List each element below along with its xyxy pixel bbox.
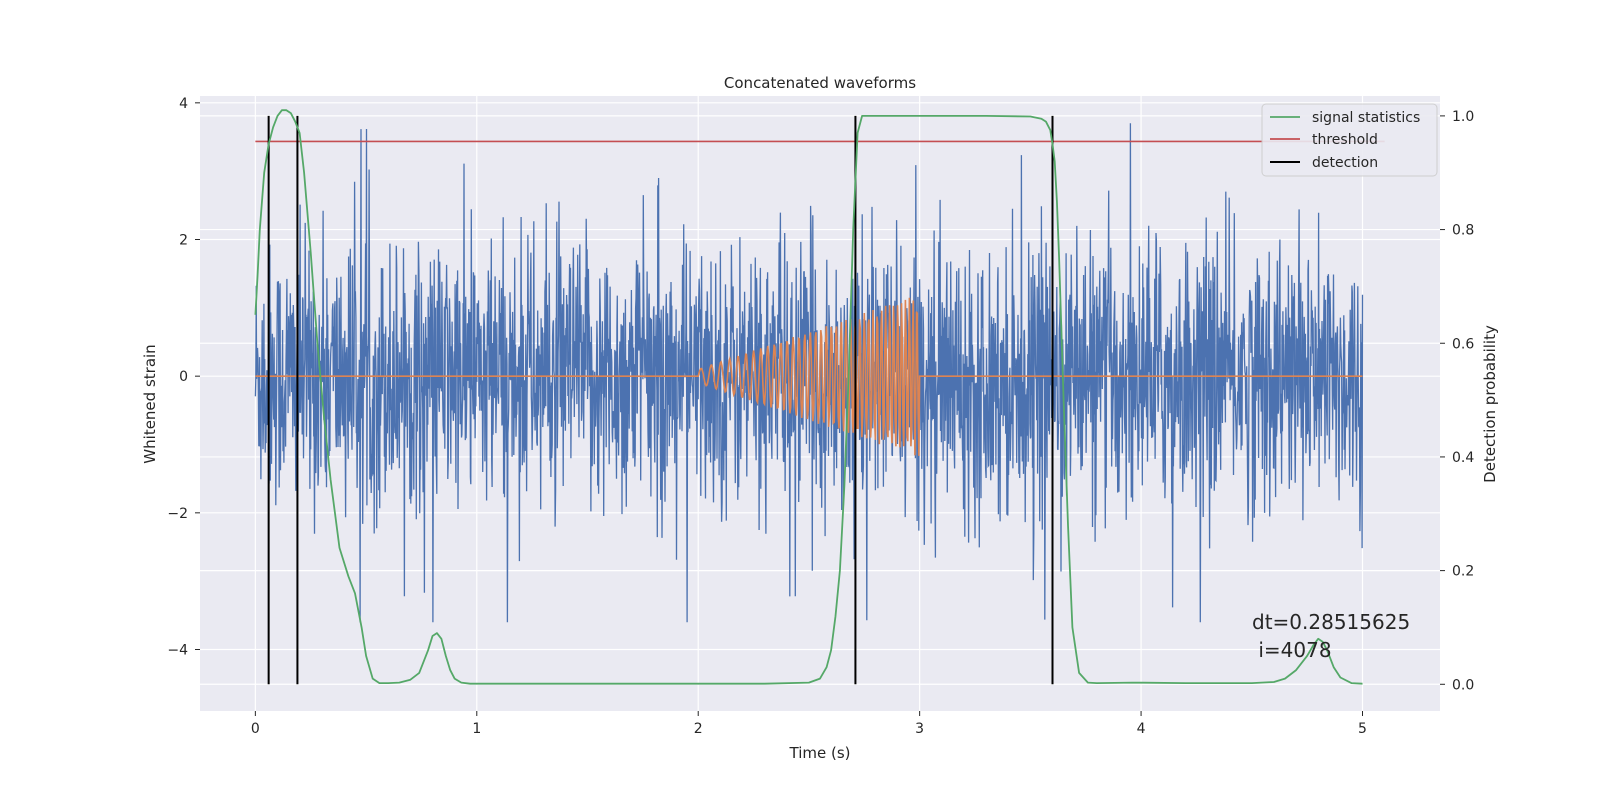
legend-label-signal-statistics: signal statistics [1312,110,1420,126]
x-tick-label: 1 [472,721,481,737]
legend-label-threshold: threshold [1312,132,1378,148]
y-left-tick-label: −4 [167,643,188,659]
y-left-tick-label: 4 [179,96,188,112]
signal-statistics-line [254,109,1363,685]
x-tick-label: 2 [694,721,703,737]
x-axis-label: Time (s) [789,744,851,762]
y-axis-left: −4 −2 0 2 4 [167,96,200,659]
y-left-tick-label: 0 [179,369,188,385]
grid [200,96,1440,711]
annotation-line-2: i=4078 [1252,638,1332,662]
x-tick-label: 4 [1137,721,1146,737]
chart-title: Concatenated waveforms [724,74,916,92]
legend-box [1261,103,1438,177]
plot-series [254,109,1385,685]
x-tick-label: 0 [251,721,260,737]
annotation: dt=0.28515625 i=4078 [1252,610,1410,662]
y-right-tick-label: 0.0 [1452,677,1474,693]
y-right-tick-label: 0.6 [1452,336,1474,352]
x-tick-label: 5 [1358,721,1367,737]
y-axis-left-label: Whitened strain [141,344,159,463]
y-left-tick-label: 2 [179,233,188,249]
y-right-tick-label: 0.8 [1452,223,1474,239]
y-left-tick-label: −2 [167,506,188,522]
x-tick-label: 3 [915,721,924,737]
injected-chirp-line [255,297,1363,456]
y-right-tick-label: 0.4 [1452,450,1474,466]
legend: signal statistics threshold detection [1261,103,1438,177]
y-right-tick-label: 1.0 [1452,109,1474,125]
y-axis-right-label: Detection probability [1481,325,1499,483]
y-axis-right: 0.0 0.2 0.4 0.6 0.8 1.0 [1440,109,1474,693]
legend-label-detection: detection [1312,155,1378,171]
annotation-line-1: dt=0.28515625 [1252,610,1410,634]
x-axis: 0 1 2 3 4 5 [251,711,1367,737]
y-right-tick-label: 0.2 [1452,564,1474,580]
